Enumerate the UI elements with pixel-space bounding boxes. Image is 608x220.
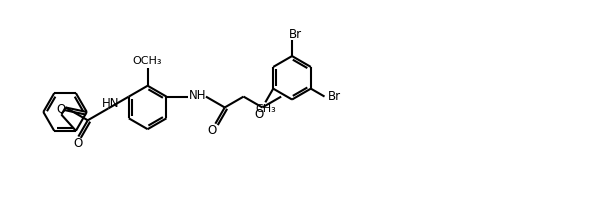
Text: HN: HN (102, 97, 119, 110)
Text: Br: Br (288, 28, 302, 41)
Text: O: O (57, 103, 66, 116)
Text: Br: Br (328, 90, 341, 103)
Text: CH₃: CH₃ (255, 104, 275, 114)
Text: NH: NH (189, 89, 207, 102)
Text: O: O (208, 124, 217, 137)
Text: O: O (255, 108, 264, 121)
Text: O: O (74, 137, 83, 150)
Text: OCH₃: OCH₃ (133, 56, 162, 66)
